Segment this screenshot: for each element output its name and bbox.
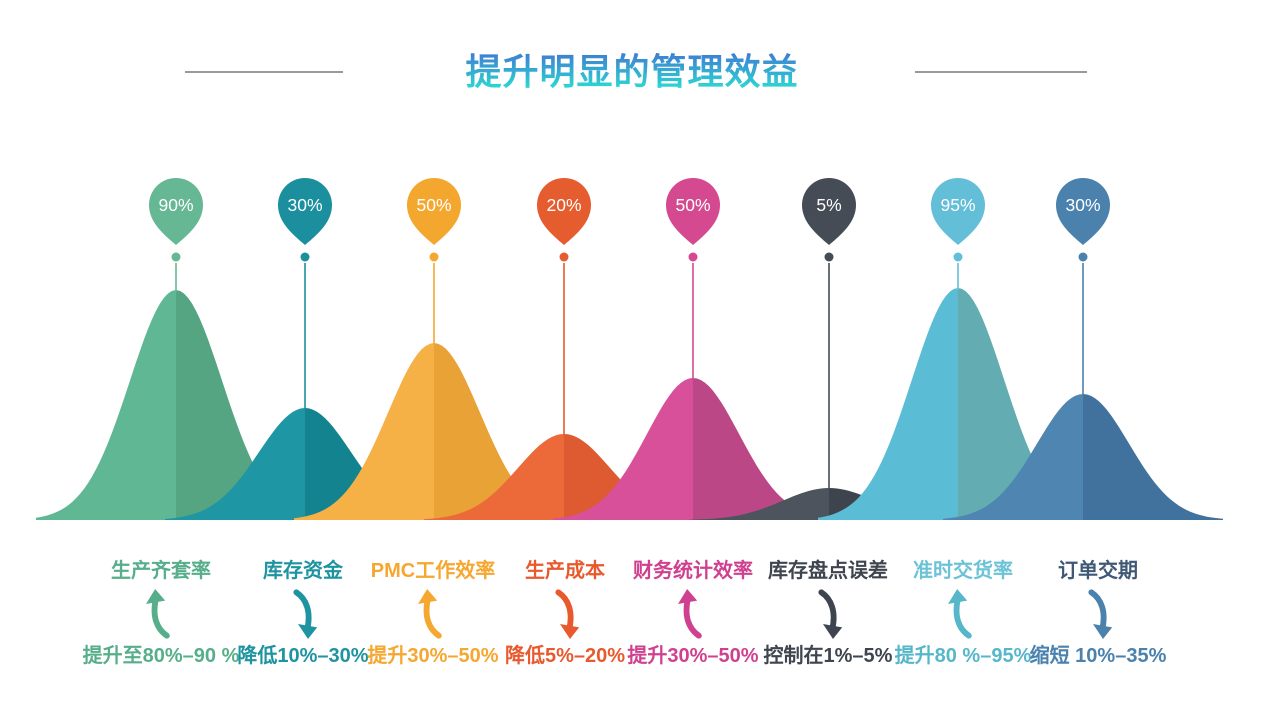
pin-dot: [953, 252, 963, 262]
balloon-percent-label: 95%: [940, 195, 975, 215]
percent-balloon-pin: [537, 178, 591, 245]
balloon-percent-label: 5%: [816, 195, 841, 215]
bell-curve-right-half: [305, 408, 445, 520]
bell-curve-right-half: [958, 288, 1098, 520]
title-divider-right: [915, 71, 1087, 73]
bell-curve-left-half: [553, 378, 693, 520]
percent-balloon-pin: [407, 178, 461, 245]
balloon-percent-label: 50%: [675, 195, 710, 215]
pin-dot: [1078, 252, 1088, 262]
percent-balloon-pin: [278, 178, 332, 245]
bell-curve-right-half: [176, 290, 316, 520]
balloon-percent-label: 20%: [546, 195, 581, 215]
percent-balloon-pin: [802, 178, 856, 245]
pin-dot: [824, 252, 834, 262]
bell-curve-right-half: [564, 434, 704, 520]
balloon-percent-label: 50%: [416, 195, 451, 215]
percent-balloon-pin: [1056, 178, 1110, 245]
pin-dot: [300, 252, 310, 262]
pin-dot: [171, 252, 181, 262]
balloon-percent-label: 90%: [158, 195, 193, 215]
bell-curve-right-half: [693, 378, 833, 520]
bell-curve-left-half: [424, 434, 564, 520]
bell-curve-left-half: [165, 408, 305, 520]
balloon-percent-label: 30%: [1065, 195, 1100, 215]
bell-curve-left-half: [818, 288, 958, 520]
pin-dot: [559, 252, 569, 262]
pin-dot: [688, 252, 698, 262]
balloon-percent-label: 30%: [287, 195, 322, 215]
bell-curve-left-half: [943, 394, 1083, 520]
percent-balloon-pin: [149, 178, 203, 245]
percent-balloon-pin: [666, 178, 720, 245]
bell-curve-left-half: [294, 343, 434, 520]
bell-curve-left-half: [689, 488, 829, 520]
percent-balloon-pin: [931, 178, 985, 245]
pin-dot: [429, 252, 439, 262]
bell-curve-right-half: [434, 343, 574, 520]
bell-curve-right-half: [1083, 394, 1223, 520]
page-title: 提升明显的管理效益: [0, 48, 1264, 96]
bell-curve-left-half: [36, 290, 176, 520]
title-divider-left: [185, 71, 343, 73]
